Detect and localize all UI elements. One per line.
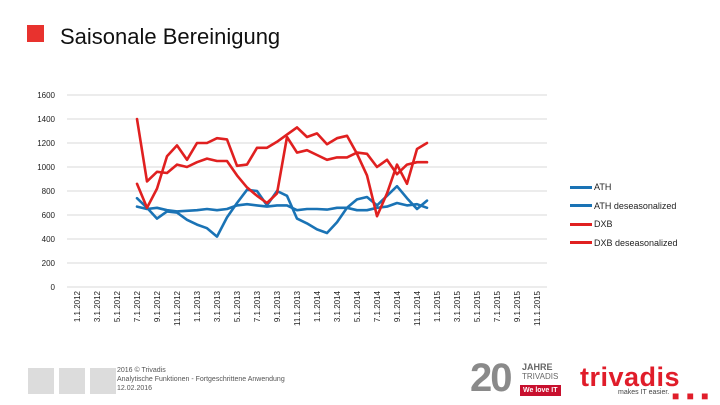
x-tick-label: 9.1.2014 <box>393 290 402 322</box>
brand-tagline: makes IT easier. <box>618 389 670 396</box>
series-line-ath <box>135 184 429 238</box>
footer-box <box>90 368 116 394</box>
legend-item-dxb-deseasonalized: DXB deseasonalized <box>570 234 678 253</box>
x-tick-label: 11.1.2012 <box>173 290 182 326</box>
anniversary-logo: 20 JAHRE TRIVADIS We love IT <box>470 356 566 400</box>
footer-placeholder-boxes <box>28 368 116 394</box>
x-tick-label: 3.1.2012 <box>93 290 102 322</box>
legend-label-dxb: DXB <box>594 219 613 230</box>
legend-item-ath: ATH <box>570 178 678 197</box>
x-tick-label: 11.1.2014 <box>413 290 422 326</box>
x-tick-label: 11.1.2015 <box>533 290 542 326</box>
footer-text: 2016 © Trivadis Analytische Funktionen -… <box>117 366 285 393</box>
legend-label-dxb-deseasonalized: DXB deseasonalized <box>594 237 678 248</box>
x-tick-label: 1.1.2013 <box>193 290 202 322</box>
anniversary-word: JAHRE <box>522 362 553 372</box>
legend-label-ath-deseasonalized: ATH deseasonalized <box>594 200 677 211</box>
y-tick-label: 1200 <box>37 139 55 148</box>
y-tick-label: 800 <box>42 187 56 196</box>
brand-dots: ■ ■ ■ <box>672 389 711 403</box>
x-tick-label: 11.1.2013 <box>293 290 302 326</box>
legend-label-ath: ATH <box>594 182 612 193</box>
footer-copyright: 2016 © Trivadis <box>117 367 166 374</box>
x-tick-label: 5.1.2015 <box>473 290 482 322</box>
anniversary-company: TRIVADIS <box>522 372 559 381</box>
x-tick-label: 9.1.2013 <box>273 290 282 322</box>
x-tick-label: 7.1.2013 <box>253 290 262 322</box>
title-marker <box>27 25 44 42</box>
y-tick-label: 600 <box>42 211 56 220</box>
x-tick-label: 3.1.2013 <box>213 290 222 322</box>
legend-swatch-ath <box>570 185 592 189</box>
series-line-dxb-deseasonalized <box>135 117 429 205</box>
anniversary-tag: We love IT <box>520 385 561 396</box>
x-tick-label: 5.1.2014 <box>353 290 362 322</box>
x-tick-label: 7.1.2012 <box>133 290 142 322</box>
x-tick-label: 1.1.2014 <box>313 290 322 322</box>
x-tick-label: 7.1.2014 <box>373 290 382 322</box>
x-tick-label: 9.1.2012 <box>153 290 162 322</box>
x-tick-label: 5.1.2013 <box>233 290 242 322</box>
y-tick-label: 1000 <box>37 163 55 172</box>
footer-box <box>28 368 54 394</box>
legend-swatch-ath-deseasonalized <box>570 204 592 208</box>
x-tick-label: 5.1.2012 <box>113 290 122 322</box>
x-tick-label: 1.1.2012 <box>73 290 82 322</box>
x-tick-label: 7.1.2015 <box>493 290 502 322</box>
trivadis-logo: trivadis <box>580 362 681 392</box>
footer-box <box>59 368 85 394</box>
footer-date: 12.02.2016 <box>117 385 153 392</box>
x-tick-label: 3.1.2014 <box>333 290 342 322</box>
x-tick-label: 9.1.2015 <box>513 290 522 322</box>
legend-swatch-dxb <box>570 222 592 226</box>
y-tick-label: 1600 <box>37 91 55 100</box>
anniversary-number: 20 <box>470 356 512 400</box>
y-tick-label: 0 <box>51 283 56 292</box>
y-tick-label: 1400 <box>37 115 55 124</box>
legend-swatch-dxb-deseasonalized <box>570 241 592 245</box>
x-tick-label: 3.1.2015 <box>453 290 462 322</box>
legend-item-dxb: DXB <box>570 215 678 234</box>
x-tick-label: 1.1.2015 <box>433 290 442 322</box>
slide-title: Saisonale Bereinigung <box>60 24 281 49</box>
legend-item-ath-deseasonalized: ATH deseasonalized <box>570 197 678 216</box>
series-line-ath-deseasonalized <box>135 201 429 213</box>
chart-legend: ATH ATH deseasonalized DXB DXB deseasona… <box>570 178 678 252</box>
footer-subtitle: Analytische Funktionen - Fortgeschritten… <box>117 376 285 383</box>
y-tick-label: 200 <box>42 259 56 268</box>
series-line-dxb <box>135 126 429 218</box>
y-tick-label: 400 <box>42 235 56 244</box>
